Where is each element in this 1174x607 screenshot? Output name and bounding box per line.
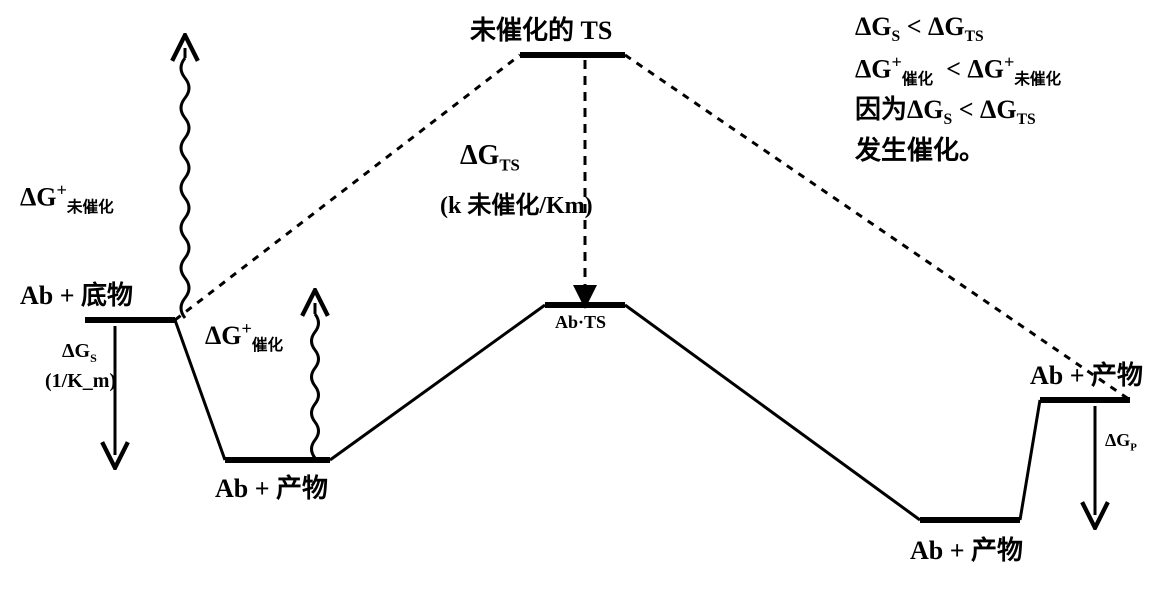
label-dg-ts-sub: (k 未催化/Km): [440, 185, 593, 220]
label-dg-s-sub: (1/K_m): [45, 370, 116, 393]
label-uncat-ts-title: 未催化的 TS: [470, 10, 612, 47]
label-ab-s-complex: Ab + 产物: [215, 468, 328, 505]
label-dg-uncat: ΔG+未催化: [20, 180, 114, 217]
label-dg-ts: ΔGTS: [460, 140, 520, 176]
label-ab-product: Ab + 产物: [1030, 355, 1143, 392]
dg-cat-wavy: [312, 314, 319, 458]
dg-uncat-wavy: [181, 58, 189, 318]
label-ab-p-complex: Ab + 产物: [910, 530, 1023, 567]
label-dg-p: ΔGP: [1105, 430, 1137, 454]
label-dg-s: ΔGS: [62, 340, 97, 366]
label-ab-ts: Ab·TS: [555, 312, 606, 333]
label-ab-substrate: Ab + 底物: [20, 275, 133, 312]
label-dg-cat: ΔG+催化: [205, 318, 283, 355]
notes-block: ΔGS < ΔGTS ΔG+催化 < ΔG+未催化 因为ΔGS < ΔGTS 发…: [855, 8, 1061, 170]
